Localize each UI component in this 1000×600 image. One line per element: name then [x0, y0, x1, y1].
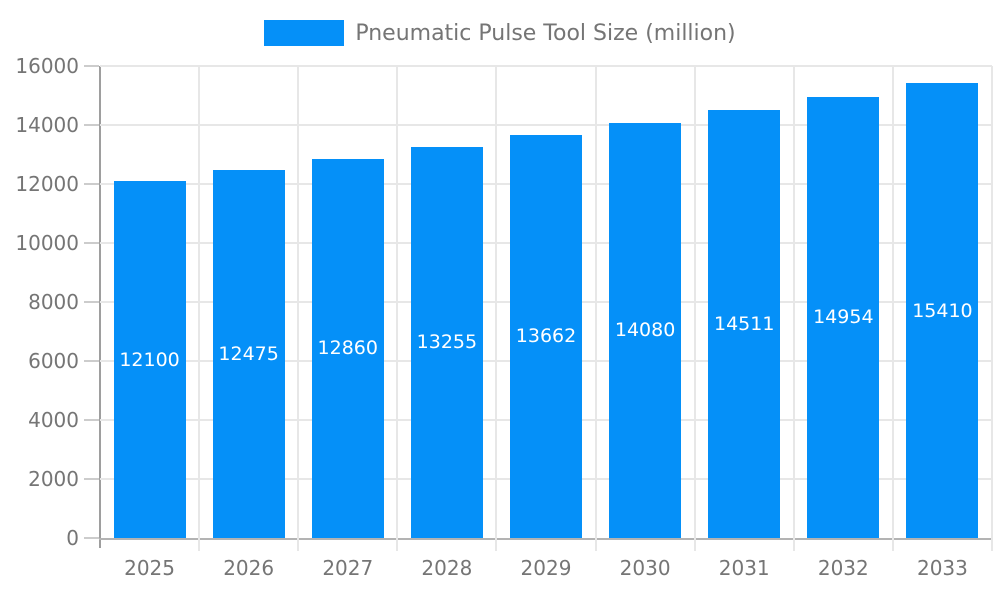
y-tick-label-0: 0 [66, 526, 79, 550]
y-axis-tick [84, 124, 99, 126]
y-axis-line [99, 66, 101, 548]
y-tick-label-10000: 10000 [15, 231, 79, 255]
y-axis-tick [84, 242, 99, 244]
x-axis-tick [495, 538, 497, 551]
gridline-h-16000 [100, 65, 992, 67]
x-axis-tick [991, 538, 993, 551]
bar-2031[interactable] [708, 109, 781, 538]
y-axis-tick [84, 183, 99, 185]
bar-value-label: 14511 [713, 312, 775, 335]
gridline-v [595, 66, 597, 538]
gridline-v [297, 66, 299, 538]
bar-value-label: 12475 [218, 342, 279, 365]
gridline-h-14000 [100, 124, 992, 126]
y-axis-tick [84, 301, 99, 303]
bar-value-label: 12100 [119, 348, 180, 371]
gridline-v [495, 66, 497, 538]
x-tick-label-2029: 2029 [520, 556, 572, 580]
y-tick-label-14000: 14000 [15, 113, 79, 137]
bar-value-label: 14080 [614, 319, 676, 342]
y-axis-tick [84, 537, 99, 539]
x-tick-label-2028: 2028 [421, 556, 473, 580]
legend-label: Pneumatic Pulse Tool Size (million) [355, 20, 736, 46]
bar-2030[interactable] [609, 122, 682, 538]
gridline-v [694, 66, 696, 538]
chart-legend[interactable]: Pneumatic Pulse Tool Size (million) [0, 20, 1000, 46]
y-tick-label-6000: 6000 [28, 349, 79, 373]
y-axis-tick [84, 478, 99, 480]
bar-2029[interactable] [510, 134, 582, 538]
y-axis-tick [84, 419, 99, 421]
plot-area: 12100 12475 12860 13255 13662 14080 14511 14954… [100, 65, 993, 538]
y-axis-tick [84, 360, 99, 362]
x-tick-label-2026: 2026 [223, 556, 275, 580]
bar-2027[interactable] [311, 158, 384, 538]
bar-2028[interactable] [410, 146, 483, 538]
gridline-v [198, 66, 200, 538]
bar-value-label: 13255 [416, 331, 478, 354]
y-tick-label-12000: 12000 [15, 172, 79, 196]
x-axis-tick [396, 538, 398, 551]
x-axis-line [99, 538, 992, 540]
gridline-v [793, 66, 795, 538]
gridline-v [396, 66, 398, 538]
x-tick-label-2025: 2025 [124, 556, 175, 580]
x-tick-label-2030: 2030 [619, 556, 671, 580]
x-tick-label-2031: 2031 [718, 556, 770, 580]
y-axis-tick [84, 65, 99, 67]
gridline-v [892, 66, 894, 538]
bar-2025[interactable] [113, 181, 186, 538]
bar-value-label: 12860 [317, 337, 378, 360]
x-axis-tick [297, 538, 299, 551]
x-axis-tick [892, 538, 894, 551]
y-tick-label-16000: 16000 [15, 54, 79, 78]
x-axis-tick [198, 538, 200, 551]
x-tick-label-2032: 2032 [817, 556, 869, 580]
bar-2033[interactable] [906, 83, 979, 538]
bar-2026[interactable] [212, 169, 285, 538]
gridline-v [991, 66, 993, 538]
bar-2032[interactable] [807, 96, 880, 538]
y-tick-label-4000: 4000 [28, 408, 79, 432]
y-tick-label-8000: 8000 [28, 290, 79, 314]
bar-value-label: 13662 [515, 325, 577, 348]
y-tick-label-2000: 2000 [28, 467, 79, 491]
legend-swatch-icon [264, 20, 345, 46]
x-tick-label-2033: 2033 [916, 556, 968, 580]
bar-value-label: 15410 [912, 299, 973, 322]
bar-value-label: 14954 [813, 306, 874, 329]
x-axis-tick [793, 538, 795, 551]
x-axis-tick [694, 538, 696, 551]
x-tick-label-2027: 2027 [322, 556, 374, 580]
x-axis-tick [595, 538, 597, 551]
